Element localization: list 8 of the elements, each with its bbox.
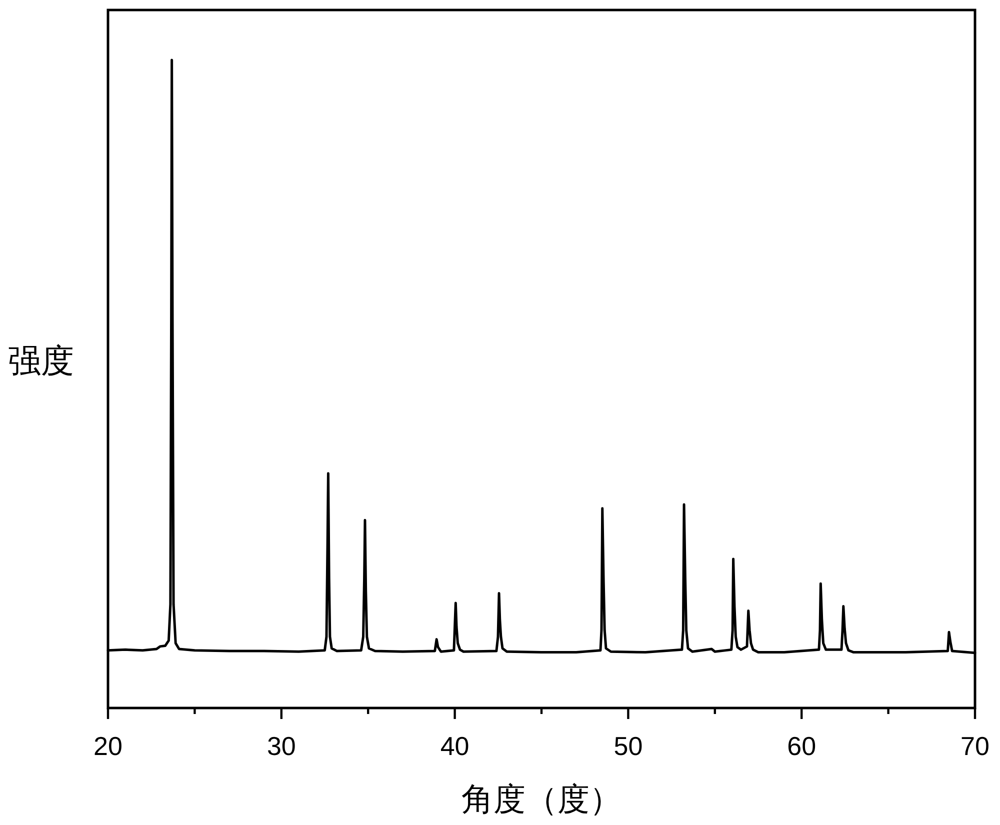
x-tick-label: 30 bbox=[266, 731, 296, 761]
x-tick-label: 40 bbox=[440, 731, 470, 761]
x-axis-title: 角度（度） bbox=[462, 781, 622, 817]
x-tick-label: 60 bbox=[787, 731, 816, 761]
x-tick-label: 70 bbox=[960, 731, 990, 761]
x-tick-label: 50 bbox=[614, 731, 643, 761]
y-axis-title: 强度 bbox=[8, 344, 74, 380]
x-tick-label: 20 bbox=[94, 731, 122, 761]
